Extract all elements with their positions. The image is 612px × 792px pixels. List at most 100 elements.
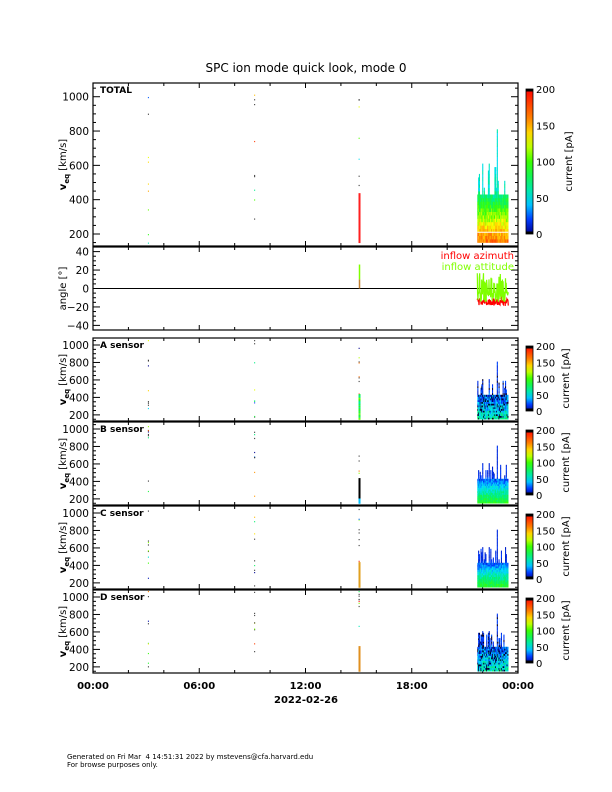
heat-cell (484, 578, 486, 581)
heat-cell (492, 492, 494, 495)
heat-cell (484, 580, 486, 583)
heat-cell (486, 491, 488, 493)
heat-cell (488, 201, 490, 206)
heat-cell (484, 194, 486, 199)
heat-cell (504, 414, 506, 416)
heat-cell (504, 566, 506, 569)
heat-cell (505, 582, 507, 584)
heat-cell (488, 393, 490, 395)
heat-cell (505, 410, 507, 413)
heat-cell (486, 659, 488, 661)
heat-cell (500, 569, 502, 572)
heat-cell (496, 228, 498, 233)
heat-cell (479, 580, 481, 583)
heat-cell (495, 408, 497, 411)
heat-cell (486, 228, 488, 233)
heat-cell (498, 585, 500, 588)
heat-cell (505, 484, 507, 486)
heat-cell (488, 480, 490, 483)
heat-cell (505, 580, 507, 583)
heat-cell (487, 568, 489, 570)
heat-cell (480, 652, 482, 654)
spike-cell (358, 650, 361, 652)
heat-cell (505, 496, 507, 499)
heat-cell (493, 215, 495, 219)
heat-cell (482, 636, 484, 639)
heat-cell (490, 487, 492, 490)
heat-cell (490, 548, 492, 551)
heat-cell (488, 496, 490, 499)
heat-cell (490, 215, 492, 219)
heat-cell (500, 566, 502, 569)
heat-cell (477, 652, 479, 654)
heat-cell (480, 498, 482, 500)
heat-cell (507, 562, 509, 565)
heat-cell (492, 585, 494, 588)
sparse-dot (358, 376, 360, 378)
heat-cell (496, 489, 498, 492)
heat-cell (481, 499, 483, 502)
heat-cell (504, 477, 506, 479)
heat-cell (492, 222, 494, 226)
heat-cell (482, 177, 484, 182)
heat-cell (505, 666, 507, 668)
spike-cell (358, 409, 361, 412)
heat-cell (484, 655, 486, 658)
heat-cell (496, 534, 498, 537)
heat-cell (479, 573, 481, 576)
heat-cell (481, 400, 483, 402)
heat-cell (482, 492, 484, 495)
heat-cell (498, 208, 500, 212)
heat-cell (479, 405, 481, 408)
heat-cell (497, 664, 499, 667)
heat-cell (506, 405, 508, 408)
heat-cell (485, 235, 487, 240)
heat-cell (498, 664, 500, 667)
colorbar (525, 88, 534, 235)
heat-cell (480, 662, 482, 665)
heat-cell (493, 568, 495, 570)
heat-cell (477, 662, 479, 665)
heat-cell (489, 215, 491, 219)
heat-cell (483, 660, 485, 663)
heat-cell (491, 394, 493, 397)
heat-cell (501, 235, 503, 240)
heat-cell (481, 582, 483, 584)
heat-cell (486, 582, 488, 584)
heat-cell (484, 218, 486, 223)
heat-cell (477, 235, 479, 240)
heat-cell (505, 198, 507, 202)
heat-cell (487, 208, 489, 212)
heat-cell (500, 235, 502, 240)
y-tick-label: −40 (67, 320, 89, 332)
heat-cell (493, 573, 495, 576)
heat-cell (498, 485, 500, 488)
heat-cell (494, 211, 496, 216)
heat-cell (485, 573, 487, 576)
heat-cell (489, 569, 491, 572)
spike-cell (358, 403, 361, 406)
heat-cell (483, 659, 485, 661)
heat-cell (505, 550, 507, 553)
heat-cell (507, 410, 509, 413)
heat-cell (487, 573, 489, 576)
heat-cell (499, 499, 501, 502)
heat-cell (497, 499, 499, 502)
heat-cell (481, 480, 483, 483)
heat-cell (486, 232, 488, 236)
heat-cell (507, 417, 509, 420)
heat-cell (495, 561, 497, 563)
heat-cell (482, 645, 484, 647)
heat-cell (480, 555, 482, 558)
heat-cell (490, 562, 492, 565)
heat-cell (496, 575, 498, 577)
heat-cell (493, 403, 495, 406)
heat-cell (506, 662, 508, 665)
heat-cell (492, 569, 494, 572)
sparse-dot (147, 390, 149, 392)
heat-cell (483, 398, 485, 401)
heat-cell (498, 650, 500, 653)
heat-cell (507, 484, 509, 486)
heat-cell (486, 650, 488, 653)
heat-cell (485, 583, 487, 586)
